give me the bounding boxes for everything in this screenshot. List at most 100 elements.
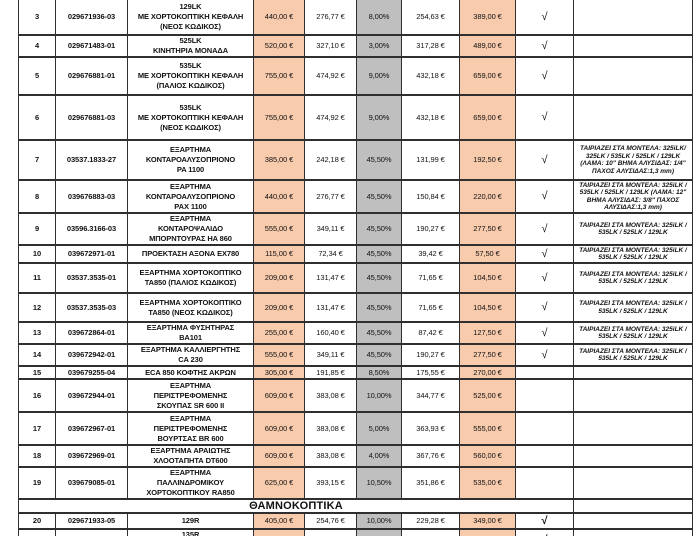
net-price-cell: 432,18 € (401, 56, 460, 96)
wholesale-price-cell: 377,42 € (304, 528, 357, 536)
list-price-cell: 625,00 € (253, 466, 305, 500)
notes-cell (573, 411, 693, 446)
wholesale-price-cell: 383,08 € (304, 378, 357, 413)
row-number-cell: 14 (18, 343, 56, 367)
product-code-cell: 03537.3535-01 (55, 262, 128, 294)
discount-cell: 45,50% (356, 292, 402, 323)
retail-price-cell: 555,00 € (459, 411, 516, 446)
discount-cell: 45,50% (356, 321, 402, 345)
description-cell: 135R(ΠΑΛΙΟΣ ΚΩΔΙΚΟΣ) (127, 528, 254, 536)
net-price-cell: 363,93 € (401, 411, 460, 446)
table-row: 3 029671936-03 129LK ΜΕ ΧΟΡΤΟΚΟΠΤΙΚΗ ΚΕΦΑΛΗ… (18, 0, 693, 36)
description-cell: 535LK ΜΕ ΧΟΡΤΟΚΟΠΤΙΚΗ ΚΕΦΑΛΗ (ΠΑΛΙΟΣ ΚΩΔΙΚ… (127, 56, 254, 96)
list-price-cell: 600,00 € (253, 528, 305, 536)
net-price-cell: 317,28 € (401, 34, 460, 58)
availability-check-cell (515, 444, 574, 468)
net-price-cell: 344,77 € (401, 378, 460, 413)
retail-price-cell: 560,00 € (459, 444, 516, 468)
net-price-cell: 39,42 € (401, 244, 460, 264)
availability-check-cell: √ (515, 528, 574, 536)
discount-cell: 12,50% (356, 528, 402, 536)
table-row: 4 029671483-01 525LK ΚΙΝΗΤΗΡΙΑ ΜΟΝΑΔΑ 520,00… (18, 34, 693, 58)
availability-check-cell (515, 365, 574, 380)
list-price-cell: 209,00 € (253, 262, 305, 294)
wholesale-price-cell: 349,11 € (304, 343, 357, 367)
row-number-cell: 4 (18, 34, 56, 58)
retail-price-cell: 349,00 € (459, 512, 516, 530)
description-cell: 129LK ΜΕ ΧΟΡΤΟΚΟΠΤΙΚΗ ΚΕΦΑΛΗ (ΝΕΟΣ ΚΩΔΙΚΟΣ… (127, 0, 254, 36)
list-price-cell: 209,00 € (253, 292, 305, 323)
wholesale-price-cell: 383,08 € (304, 444, 357, 468)
discount-cell: 8,50% (356, 365, 402, 380)
notes-cell (573, 0, 693, 36)
availability-check-cell: √ (515, 244, 574, 264)
discount-cell: 10,00% (356, 512, 402, 530)
wholesale-price-cell: 393,15 € (304, 466, 357, 500)
retail-price-cell: 659,00 € (459, 94, 516, 141)
check-icon: √ (541, 111, 548, 123)
check-icon: √ (541, 271, 548, 284)
list-price-cell: 405,00 € (253, 512, 305, 530)
retail-price-cell: 535,00 € (459, 466, 516, 500)
net-price-cell: 190,27 € (401, 212, 460, 246)
product-code-cell: 029671483-01 (55, 34, 128, 58)
notes-cell: ΤΑΙΡΙΑΖΕΙ ΣΤΑ ΜΟΝΤΕΛΑ: 325iLK/ 325LK / 5… (573, 139, 693, 181)
availability-check-cell: √ (515, 34, 574, 58)
description-cell: ECA 850 ΚΟΦΤΗΣ ΑΚΡΩΝ (127, 365, 254, 380)
list-price-cell: 555,00 € (253, 212, 305, 246)
table-row: 21029666048-01135R(ΠΑΛΙΟΣ ΚΩΔΙΚΟΣ)600,00… (18, 528, 693, 536)
table-row: 10 039672971-01 ΠΡΟΕΚΤΑΣΗ ΑΞΟΝΑ EX780 115,0… (18, 244, 693, 264)
list-price-cell: 755,00 € (253, 56, 305, 96)
list-price-cell: 115,00 € (253, 244, 305, 264)
notes-cell: ΤΑΙΡΙΑΖΕΙ ΣΤΑ ΜΟΝΤΕΛΑ: 325iLK / 535LK / … (573, 343, 693, 367)
notes-cell: ΤΑΙΡΙΑΖΕΙ ΣΤΑ ΜΟΝΤΕΛΑ: 325iLK / 535LK / … (573, 262, 693, 294)
description-cell: ΕΞΑΡΤΗΜΑ ΧΟΡΤΟΚΟΠΤΙΚΟ TA850 (ΝΕΟΣ ΚΩΔΙΚΟΣ… (127, 292, 254, 323)
wholesale-price-cell: 72,34 € (304, 244, 357, 264)
wholesale-price-cell: 242,18 € (304, 139, 357, 181)
description-cell: ΕΞΑΡΤΗΜΑ ΠΕΡΙΣΤΡΕΦΟΜΕΝΗΣ ΒΟΥΡΤΣΑΣ BR 600 (127, 411, 254, 446)
product-code-cell: 039672969-01 (55, 444, 128, 468)
check-icon: √ (541, 222, 548, 235)
check-icon: √ (541, 153, 548, 166)
description-cell: ΕΞΑΡΤΗΜΑ ΚΟΝΤΑΡΟΨΑΛΙΔΟ ΜΠΟΡΝΤΟΥΡΑΣ HA 860 (127, 212, 254, 246)
wholesale-price-cell: 327,10 € (304, 34, 357, 58)
product-code-cell: 03596.3166-03 (55, 212, 128, 246)
list-price-cell: 609,00 € (253, 378, 305, 413)
wholesale-price-cell: 474,92 € (304, 56, 357, 96)
description-cell: ΕΞΑΡΤΗΜΑ ΚΟΝΤΑΡΟΑΛΥΣΟΠΡΙΟΝΟ PAX 1100 (127, 179, 254, 214)
net-price-cell: 87,42 € (401, 321, 460, 345)
table-row: 9 03596.3166-03 ΕΞΑΡΤΗΜΑ ΚΟΝΤΑΡΟΨΑΛΙΔΟ ΜΠΟΡΝ… (18, 212, 693, 246)
notes-cell (573, 444, 693, 468)
product-code-cell: 039672942-01 (55, 343, 128, 367)
list-price-cell: 305,00 € (253, 365, 305, 380)
discount-cell: 45,50% (356, 139, 402, 181)
retail-price-cell: 389,00 € (459, 0, 516, 36)
product-code-cell: 029676881-01 (55, 56, 128, 96)
discount-cell: 9,00% (356, 56, 402, 96)
notes-cell (573, 365, 693, 380)
description-cell: ΕΞΑΡΤΗΜΑ ΚΟΝΤΑΡΟΑΛΥΣΟΠΡΙΟΝΟ PA 1100 (127, 139, 254, 181)
net-price-cell: 190,27 € (401, 343, 460, 367)
list-price-cell: 755,00 € (253, 94, 305, 141)
availability-check-cell (515, 411, 574, 446)
list-price-cell: 609,00 € (253, 411, 305, 446)
description-cell: 535LK ΜΕ ΧΟΡΤΟΚΟΠΤΙΚΗ ΚΕΦΑΛΗ (ΝΕΟΣ ΚΩΔΙΚΟΣ… (127, 94, 254, 141)
row-number-cell: 12 (18, 292, 56, 323)
wholesale-price-cell: 131,47 € (304, 262, 357, 294)
net-price-cell: 131,99 € (401, 139, 460, 181)
product-code-cell: 039672967-01 (55, 411, 128, 446)
retail-price-cell: 277,50 € (459, 343, 516, 367)
availability-check-cell: √ (515, 139, 574, 181)
product-code-cell: 039679255-04 (55, 365, 128, 380)
wholesale-price-cell: 383,08 € (304, 411, 357, 446)
product-code-cell: 029671936-03 (55, 0, 128, 36)
list-price-cell: 520,00 € (253, 34, 305, 58)
list-price-cell: 440,00 € (253, 179, 305, 214)
table-row: 5 029676881-01 535LK ΜΕ ΧΟΡΤΟΚΟΠΤΙΚΗ ΚΕΦΑΛΗ… (18, 56, 693, 96)
check-icon: √ (541, 301, 548, 313)
net-price-cell: 254,63 € (401, 0, 460, 36)
net-price-cell: 71,65 € (401, 262, 460, 294)
row-number-cell: 21 (18, 528, 56, 536)
section-header-cell: ΘΑΜΝΟΚΟΠΤΙΚΑ (18, 498, 574, 514)
